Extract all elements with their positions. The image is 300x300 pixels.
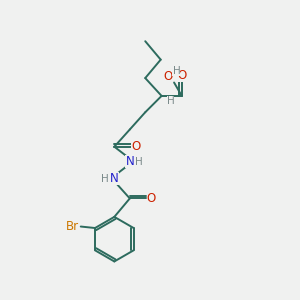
Text: N: N: [110, 172, 119, 185]
Text: H: H: [135, 157, 143, 166]
Text: N: N: [125, 155, 134, 168]
Text: O: O: [131, 140, 141, 153]
Text: O: O: [177, 69, 186, 82]
Text: O: O: [147, 192, 156, 205]
Text: H: H: [167, 96, 174, 106]
Text: H: H: [172, 66, 180, 76]
Text: H: H: [101, 174, 109, 184]
Text: Br: Br: [66, 220, 79, 233]
Text: O: O: [164, 70, 173, 83]
